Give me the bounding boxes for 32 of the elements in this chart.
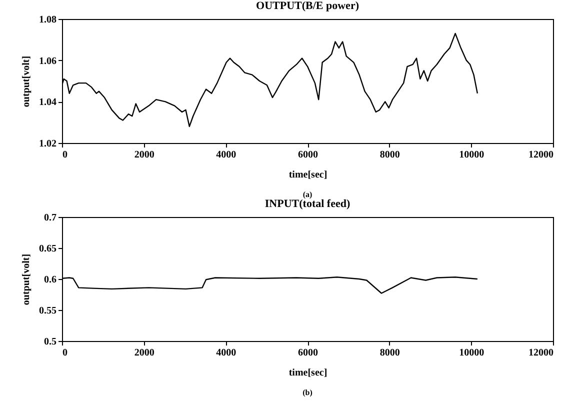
- y-tick-label: 0.55: [39, 306, 56, 316]
- line-series: [62, 32, 478, 128]
- y-axis-title: output[volt]: [21, 56, 32, 108]
- y-tick-label: 0.7: [44, 212, 56, 224]
- x-tick-label: 2000: [134, 150, 154, 160]
- x-tick-label: 4000: [216, 150, 236, 160]
- chart-title: INPUT(total feed): [264, 198, 350, 210]
- x-tick-label: 8000: [380, 150, 400, 160]
- text: (b): [302, 388, 313, 397]
- y-tick-label: 0.6: [44, 274, 56, 286]
- y-tick-label: 1.06: [39, 56, 56, 67]
- chart-title: OUTPUT(B/E power): [256, 0, 360, 12]
- x-tick-label: 10000: [459, 348, 484, 358]
- y-tick-label: 1.02: [39, 138, 56, 150]
- x-tick-label: 10000: [459, 150, 484, 160]
- x-tick-label: 8000: [380, 348, 400, 358]
- y-tick-label: 1.04: [39, 97, 56, 108]
- y-tick-label: 0.5: [44, 336, 56, 348]
- text: (a): [302, 190, 312, 199]
- x-axis-title: time[sec]: [288, 368, 328, 378]
- y-tick-label: 0.65: [39, 244, 56, 254]
- x-tick-label: 6000: [298, 348, 318, 358]
- x-tick-label: 2000: [134, 348, 154, 358]
- x-tick-label: 12000: [528, 150, 554, 160]
- x-tick-label: 12000: [528, 348, 554, 358]
- x-tick-label: 6000: [298, 150, 318, 160]
- x-tick-label: 4000: [216, 348, 236, 358]
- x-tick-label: 0: [62, 150, 68, 160]
- y-axis-title: output[volt]: [21, 254, 32, 306]
- y-tick-label: 1.08: [39, 14, 56, 26]
- x-tick-label: 0: [62, 348, 68, 358]
- x-axis-title: time[sec]: [288, 170, 328, 180]
